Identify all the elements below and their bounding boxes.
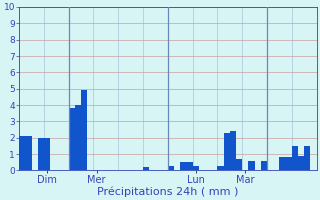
Bar — [261, 161, 267, 170]
Bar — [81, 90, 87, 170]
Bar — [69, 108, 75, 170]
Bar — [230, 131, 236, 170]
Bar — [279, 157, 285, 170]
Bar — [298, 156, 304, 170]
Bar — [285, 157, 292, 170]
Bar — [143, 167, 149, 170]
Bar — [217, 166, 224, 170]
Bar — [248, 161, 255, 170]
Bar — [292, 146, 298, 170]
Bar — [19, 136, 25, 170]
Bar — [38, 138, 44, 170]
Bar — [236, 159, 242, 170]
Bar — [187, 162, 193, 170]
X-axis label: Précipitations 24h ( mm ): Précipitations 24h ( mm ) — [97, 186, 238, 197]
Bar — [75, 105, 81, 170]
Bar — [44, 138, 50, 170]
Bar — [25, 136, 32, 170]
Bar — [168, 166, 174, 170]
Bar — [180, 162, 187, 170]
Bar — [193, 166, 199, 170]
Bar — [224, 133, 230, 170]
Bar — [304, 146, 310, 170]
